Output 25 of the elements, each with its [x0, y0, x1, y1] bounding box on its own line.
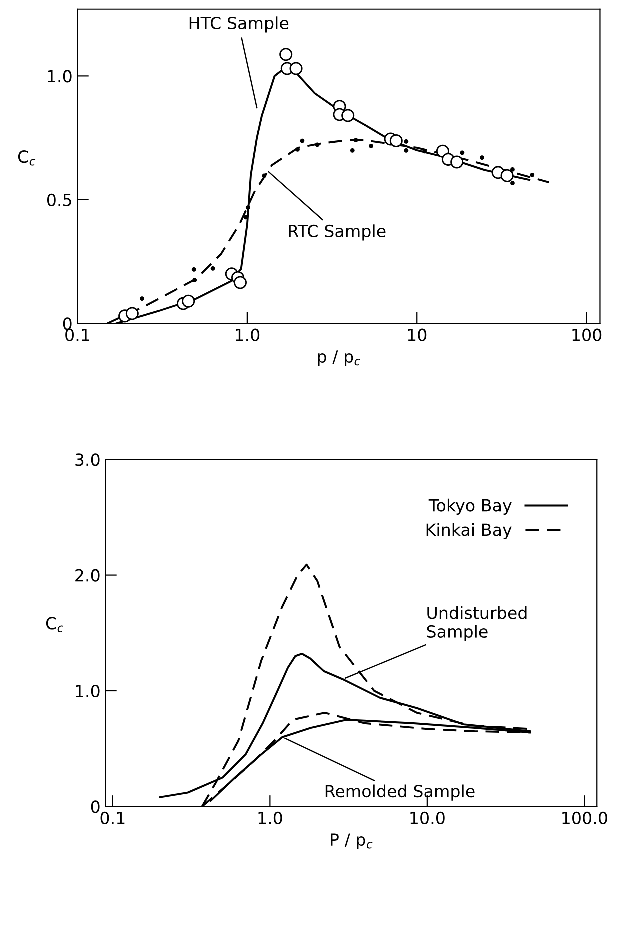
legend-label: Tokyo Bay [428, 498, 512, 516]
annotation: RTC Sample [289, 224, 386, 241]
x-tick-label: 1.0 [236, 328, 260, 342]
legend-label: Kinkai Bay [426, 523, 512, 540]
y-tick-label: 1.0 [48, 70, 72, 83]
annotation: HTC Sample [190, 16, 289, 33]
y-tick-label: 3.0 [76, 454, 100, 466]
y-tick-label: 0 [63, 318, 72, 330]
x-tick-label: 0.1 [100, 812, 125, 824]
x-tick-label: 0.1 [66, 328, 90, 342]
x-axis-title: p / p$_{c}$ [318, 350, 361, 366]
y-axis-title: C$_{c}$ [18, 150, 36, 166]
x-tick-label: 100.0 [562, 812, 608, 824]
y-tick-label: 1.0 [76, 684, 100, 698]
x-axis-title: P / p$_{c}$ [331, 834, 373, 850]
y-tick-label: 0.5 [47, 194, 72, 206]
x-tick-label: 100 [572, 328, 602, 342]
y-tick-label: 2.0 [76, 569, 100, 582]
y-tick-label: 0 [91, 800, 100, 814]
annotation: Remolded Sample [326, 784, 475, 801]
x-tick-label: 1.0 [258, 812, 282, 824]
annotation: Undisturbed Sample [427, 606, 527, 642]
y-axis-title: C$_{c}$ [46, 617, 64, 632]
x-tick-label: 10.0 [410, 812, 445, 824]
x-tick-label: 10 [408, 328, 427, 342]
